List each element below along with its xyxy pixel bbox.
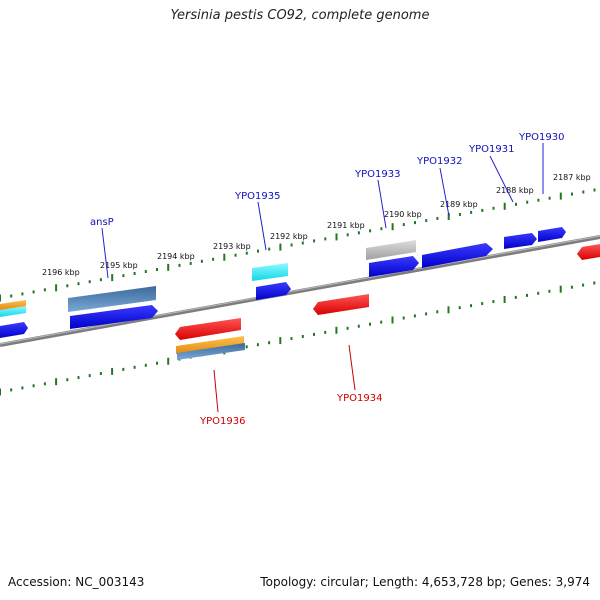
tick-label: 2190 kbp <box>384 210 422 219</box>
genome-backbone-highlight <box>0 235 600 345</box>
tick-label: 2189 kbp <box>440 200 478 209</box>
gene-ansP[interactable] <box>68 286 156 312</box>
gene-forward-edge-blue[interactable] <box>0 322 28 338</box>
tick-label: 2187 kbp <box>553 173 591 182</box>
tick-label: 2195 kbp <box>100 261 138 270</box>
tick-label: 2194 kbp <box>157 252 195 261</box>
gene-label-YPO1931: YPO1931 <box>468 144 514 155</box>
gene-forward-edge-orange[interactable] <box>0 300 26 310</box>
gene-label-ansP: ansP <box>90 217 114 228</box>
gene-label-YPO1930: YPO1930 <box>518 132 564 143</box>
tick-label: 2196 kbp <box>42 268 80 277</box>
gene-reverse-orange[interactable] <box>176 336 244 354</box>
gene-YPO1935[interactable] <box>252 263 288 281</box>
leader-YPO1934 <box>348 344 356 391</box>
gene-forward-edge-cyan[interactable] <box>0 306 26 317</box>
gene-label-YPO1936: YPO1936 <box>199 416 245 427</box>
tick-label: 2191 kbp <box>327 221 365 230</box>
gene-YPO1936[interactable] <box>175 318 241 340</box>
gene-reverse-edge-red[interactable] <box>577 244 600 260</box>
gene-label-YPO1935: YPO1935 <box>234 191 280 202</box>
gene-reverse-steel[interactable] <box>177 343 245 360</box>
map-title: Yersinia pestis CO92, complete genome <box>170 8 430 23</box>
leader-YPO1936 <box>213 369 219 413</box>
gene-forward-blue-3[interactable] <box>369 256 419 277</box>
tick-label: 2188 kbp <box>496 186 534 195</box>
genome-backbone <box>0 235 600 347</box>
gene-YPO1930[interactable] <box>538 227 566 242</box>
gene-label-YPO1933: YPO1933 <box>354 169 400 180</box>
gene-YPO1932[interactable] <box>422 243 493 268</box>
tick-label: 2192 kbp <box>270 232 308 241</box>
tick-label: 2193 kbp <box>213 242 251 251</box>
accession-text: Accession: NC_003143 <box>8 575 145 589</box>
leader-YPO1933 <box>377 179 387 229</box>
gene-YPO1934[interactable] <box>313 294 369 315</box>
leader-YPO1932 <box>439 167 450 217</box>
gene-label-YPO1934: YPO1934 <box>336 393 382 404</box>
gene-forward-blue-1[interactable] <box>70 305 158 329</box>
leader-YPO1931 <box>489 155 514 203</box>
leader-YPO1935 <box>257 201 267 251</box>
gene-YPO1931[interactable] <box>504 233 537 249</box>
gene-forward-blue-2[interactable] <box>256 282 291 300</box>
genome-summary-text: Topology: circular; Length: 4,653,728 bp… <box>260 575 590 589</box>
gene-label-YPO1932: YPO1932 <box>416 156 462 167</box>
gene-YPO1933[interactable] <box>366 240 416 260</box>
leader-ansP <box>101 227 109 279</box>
